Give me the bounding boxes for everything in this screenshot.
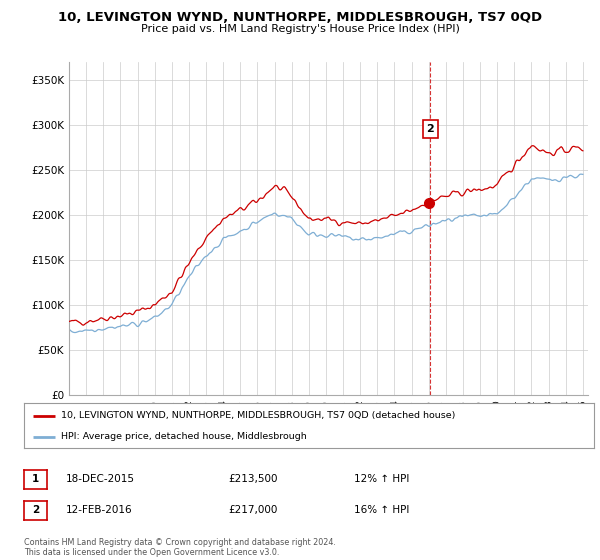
Text: Price paid vs. HM Land Registry's House Price Index (HPI): Price paid vs. HM Land Registry's House …: [140, 24, 460, 34]
Text: 2: 2: [427, 124, 434, 134]
Text: 10, LEVINGTON WYND, NUNTHORPE, MIDDLESBROUGH, TS7 0QD: 10, LEVINGTON WYND, NUNTHORPE, MIDDLESBR…: [58, 11, 542, 24]
Text: £213,500: £213,500: [228, 474, 277, 484]
Text: 10, LEVINGTON WYND, NUNTHORPE, MIDDLESBROUGH, TS7 0QD (detached house): 10, LEVINGTON WYND, NUNTHORPE, MIDDLESBR…: [61, 411, 455, 420]
Text: 18-DEC-2015: 18-DEC-2015: [66, 474, 135, 484]
Text: 2: 2: [32, 505, 39, 515]
Text: £217,000: £217,000: [228, 505, 277, 515]
Text: 12% ↑ HPI: 12% ↑ HPI: [354, 474, 409, 484]
Text: HPI: Average price, detached house, Middlesbrough: HPI: Average price, detached house, Midd…: [61, 432, 307, 441]
Text: 12-FEB-2016: 12-FEB-2016: [66, 505, 133, 515]
Text: 1: 1: [32, 474, 39, 484]
Text: Contains HM Land Registry data © Crown copyright and database right 2024.
This d: Contains HM Land Registry data © Crown c…: [24, 538, 336, 557]
Text: 16% ↑ HPI: 16% ↑ HPI: [354, 505, 409, 515]
